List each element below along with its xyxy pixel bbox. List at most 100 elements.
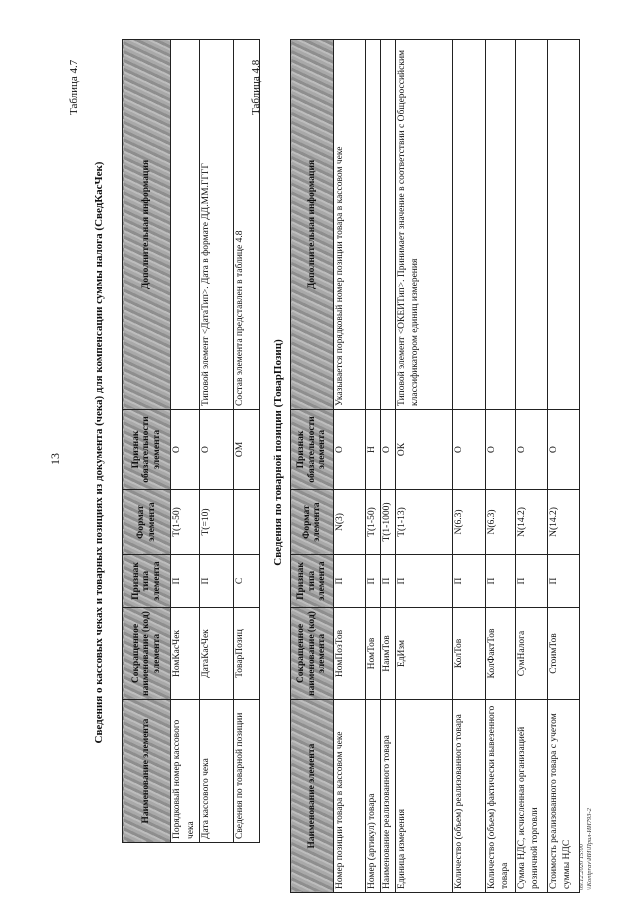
table-4-8-label: Таблица 4.8	[250, 59, 262, 115]
table-row: Единица измерения ЕдИзм П T(1-13) ОК Типовой …	[395, 39, 453, 893]
table-4-7-label: Таблица 4.7	[68, 59, 80, 115]
header-row: Наименование элемента Сокращенное наимено…	[122, 39, 171, 843]
table-4-8: Наименование элемента Сокращенное наимено…	[290, 39, 580, 893]
table-cell: НомТов	[365, 607, 381, 700]
column-header: Формат элемента	[122, 489, 171, 555]
table-cell: П	[515, 554, 548, 608]
table-cell: Номер позиции товара в кассовом чеке	[333, 699, 366, 893]
table-cell: Наименование реализованного товара	[380, 699, 396, 893]
table-cell: СумНалога	[515, 607, 548, 700]
table-cell: П	[452, 554, 486, 608]
table-cell: T(1-1000)	[380, 489, 396, 555]
table-4-7: Наименование элемента Сокращенное наимено…	[122, 39, 260, 843]
table-cell: О	[515, 409, 548, 490]
table-cell: КолФактТов	[485, 607, 516, 700]
table-cell: П	[485, 554, 516, 608]
footer-date: 09.12.2020 15:00	[578, 843, 585, 890]
table-cell: О	[380, 409, 396, 490]
table-cell: T(1-50)	[365, 489, 381, 555]
column-header: Наименование элемента	[290, 699, 334, 893]
table-cell	[515, 39, 548, 410]
table-row: Наименование реализованного товара НаимТо…	[380, 39, 396, 893]
table-cell: П	[333, 554, 366, 608]
table-cell: НомПозТов	[333, 607, 366, 700]
column-header: Признак обязательности элемента	[122, 409, 171, 490]
table-cell: С	[233, 554, 260, 608]
column-header: Наименование элемента	[122, 699, 171, 843]
table-cell	[452, 39, 486, 410]
table-cell: N(3)	[333, 489, 366, 555]
table-cell: T(1-50)	[170, 489, 200, 555]
table-cell: О	[547, 409, 580, 490]
table-cell: Порядковый номер кассового чека	[170, 699, 200, 843]
table-row: Сведения по товарной позиции ТоварПозиц С О…	[233, 39, 260, 843]
table-cell	[233, 489, 260, 555]
table-cell: Дата кассового чека	[199, 699, 234, 843]
table-row: Сумма НДС, исчисленная организацией розн…	[515, 39, 548, 893]
table-cell: Сумма НДС, исчисленная организацией розн…	[515, 699, 548, 893]
table-cell: Стоимость реализованного товара с учетом…	[547, 699, 580, 893]
table-cell: КолТов	[452, 607, 486, 700]
table-cell: П	[170, 554, 200, 608]
table-cell: Н	[365, 409, 381, 490]
column-header: Сокращенное наименование (код) элемента	[122, 607, 171, 700]
table-cell: N(14.2)	[547, 489, 580, 555]
table-cell: О	[199, 409, 234, 490]
page-number: 13	[48, 453, 62, 465]
table-cell: ОК	[395, 409, 453, 490]
table-cell: N(14.2)	[515, 489, 548, 555]
table-cell	[485, 39, 516, 410]
table-cell: О	[485, 409, 516, 490]
table-cell: СтоимТов	[547, 607, 580, 700]
table-cell	[547, 39, 580, 410]
table-cell: О	[452, 409, 486, 490]
table-cell: О	[170, 409, 200, 490]
column-header: Сокращенное наименование (код) элемента	[290, 607, 334, 700]
column-header: Дополнительная информация	[122, 39, 171, 410]
table-cell: T(1-13)	[395, 489, 453, 555]
table-cell: Единица измерения	[395, 699, 453, 893]
table-cell: П	[365, 554, 381, 608]
table-cell: П	[547, 554, 580, 608]
table-cell: ДатаКасЧек	[199, 607, 234, 700]
table-row: Порядковый номер кассового чека НомКасЧек…	[170, 39, 200, 843]
table-cell: Типовой элемент <ДатаТип>. Дата в формат…	[199, 39, 234, 410]
table-row: Количество (объем) реализованного товара…	[452, 39, 486, 893]
table-cell	[170, 39, 200, 410]
table-cell: О	[333, 409, 366, 490]
footer-path: \\Kontprav\ИИ\Прил-ИИ793-2	[586, 808, 594, 890]
table-cell: ЕдИзм	[395, 607, 453, 700]
table-cell	[365, 39, 381, 410]
table-cell: Количество (объем) фактически вывезенног…	[485, 699, 516, 893]
table-cell: НаимТов	[380, 607, 396, 700]
table-cell: П	[380, 554, 396, 608]
column-header: Формат элемента	[290, 489, 334, 555]
table-4-8-title: Сведения по товарной позиции (ТоварПозиц…	[272, 339, 284, 566]
column-header: Дополнительная информация	[290, 39, 334, 410]
table-cell: N(6.3)	[485, 489, 516, 555]
table-cell: П	[199, 554, 234, 608]
table-cell: Количество (объем) реализованного товара	[452, 699, 486, 893]
table-cell: НомКасЧек	[170, 607, 200, 700]
table-cell: ОМ	[233, 409, 260, 490]
table-cell: Указывается порядковый номер позиции тов…	[333, 39, 366, 410]
table-row: Стоимость реализованного товара с учетом…	[547, 39, 580, 893]
table-cell: N(6.3)	[452, 489, 486, 555]
table-4-7-title: Сведения о кассовых чеках и товарных поз…	[93, 161, 105, 744]
column-header: Признак типа элемента	[122, 554, 171, 608]
table-cell: П	[395, 554, 453, 608]
table-cell: ТоварПозиц	[233, 607, 260, 700]
header-row: Наименование элемента Сокращенное наимено…	[290, 39, 334, 893]
table-row: Номер (артикул) товара НомТов П T(1-50) Н	[365, 39, 381, 893]
table-row: Количество (объем) фактически вывезенног…	[485, 39, 516, 893]
table-row: Дата кассового чека ДатаКасЧек П T(=10) О Тип…	[199, 39, 234, 843]
table-cell: Типовой элемент <ОКЕИТип>. Принимает зна…	[395, 39, 453, 410]
table-row: Номер позиции товара в кассовом чеке НомП…	[333, 39, 366, 893]
table-cell: Номер (артикул) товара	[365, 699, 381, 893]
table-cell: Сведения по товарной позиции	[233, 699, 260, 843]
table-cell	[380, 39, 396, 410]
column-header: Признак обязательности элемента	[290, 409, 334, 490]
footer: 09.12.2020 15:00 \\Kontprav\ИИ\Прил-ИИ79…	[578, 808, 595, 890]
column-header: Признак типа элемента	[290, 554, 334, 608]
